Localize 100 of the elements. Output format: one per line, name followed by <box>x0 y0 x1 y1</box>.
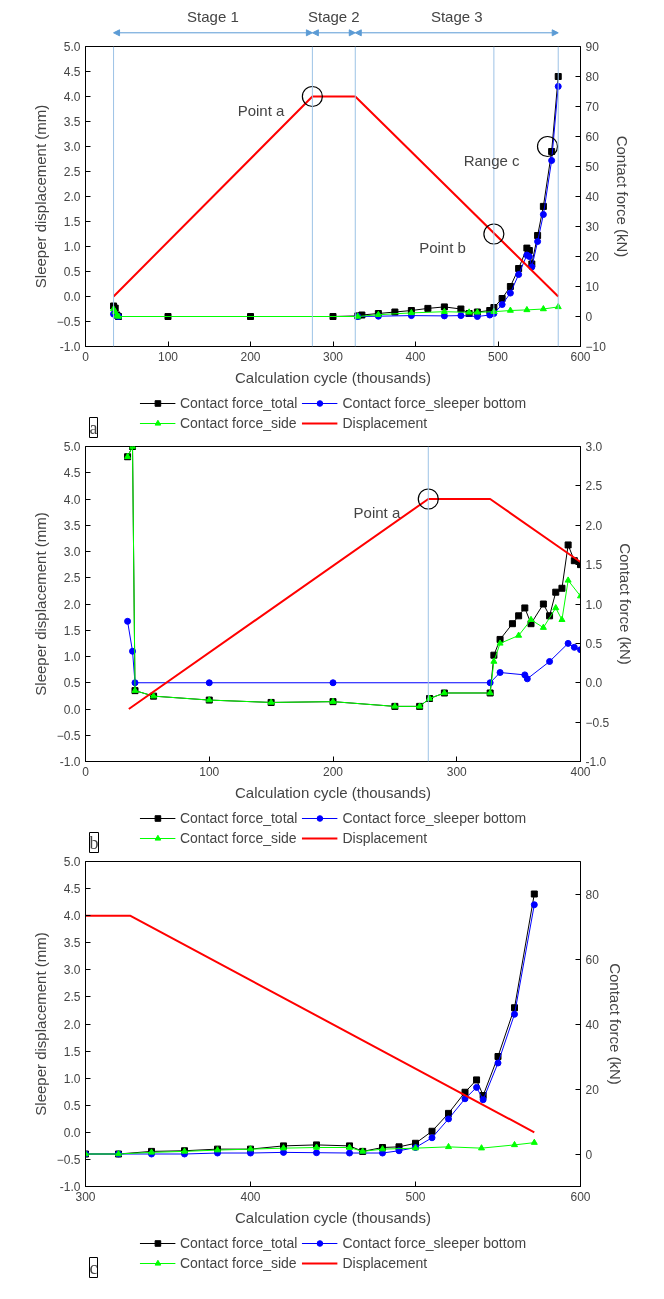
text: a <box>89 417 98 438</box>
y2-tick-label: 60 <box>585 130 600 144</box>
y-tick-label: 2.5 <box>63 165 81 179</box>
y-axis-title: Sleeper displacement (mm) <box>31 512 49 696</box>
y-tick-label: 3.5 <box>63 518 81 533</box>
x-tick-label: 300 <box>446 764 468 779</box>
text: c <box>89 1257 98 1278</box>
y-tick-label: 0.5 <box>63 676 81 691</box>
y2-tick-label: 50 <box>585 160 600 174</box>
y2-tick-label: 90 <box>585 40 600 54</box>
x-axis-title: Calculation cycle (thousands) <box>235 1208 431 1226</box>
x-axis-title: Calculation cycle (thousands) <box>235 368 431 386</box>
y-tick-label: −0.5 <box>56 1152 81 1167</box>
y2-tick-label: 0 <box>585 310 593 324</box>
y-tick-label: 4.5 <box>63 466 81 481</box>
y2-axis-title: Contact force (kN) <box>613 135 631 258</box>
y-tick-label: 4.5 <box>63 65 81 79</box>
y-tick-label: 2.0 <box>63 597 81 612</box>
y-tick-label: 0.0 <box>63 702 81 717</box>
annotation: Point a <box>353 504 401 521</box>
y2-tick-label: 20 <box>585 250 600 264</box>
text: Stage 2 <box>307 8 360 26</box>
y2-tick-label: 20 <box>585 1082 600 1097</box>
x-tick-label: 200 <box>240 349 261 364</box>
x-tick-label: 0 <box>82 764 90 779</box>
y2-tick-label: 3.0 <box>585 440 603 454</box>
y-tick-label: 3.0 <box>63 545 81 559</box>
x-tick-label: 300 <box>322 349 344 364</box>
legend-label: Contact force_total <box>179 395 298 411</box>
legend-label: Contact force_sleeper bottom <box>342 1235 527 1251</box>
legend-label: Contact force_side <box>179 830 297 846</box>
y-tick-label: 0.0 <box>63 1125 81 1140</box>
annotation: Point a <box>237 101 286 119</box>
y2-tick-label: 2.5 <box>585 479 603 494</box>
x-tick-label: 100 <box>157 349 179 364</box>
y-tick-label: 1.5 <box>63 623 81 638</box>
legend-label: Contact force_sleeper bottom <box>342 810 527 826</box>
y-tick-label: 2.0 <box>63 190 81 204</box>
y-tick-label: 2.5 <box>63 990 81 1005</box>
annotation: Point b <box>419 239 466 256</box>
x-tick-label: 400 <box>240 1189 261 1204</box>
y-tick-label: −0.5 <box>56 315 81 329</box>
y-tick-label: 3.5 <box>63 936 81 951</box>
legend-label: Displacement <box>342 1255 428 1271</box>
y2-tick-label: 80 <box>585 887 600 902</box>
y-tick-label: -1.0 <box>59 340 81 354</box>
y-tick-label: 1.0 <box>63 650 81 664</box>
y-tick-label: 5.0 <box>63 855 81 869</box>
y-tick-label: 5.0 <box>63 40 81 54</box>
legend-label: Contact force_side <box>179 415 297 431</box>
y2-tick-label: 2.0 <box>585 518 603 533</box>
x-tick-label: 400 <box>405 349 426 364</box>
y-tick-label: 1.0 <box>63 1071 81 1086</box>
y2-tick-label: 0.5 <box>585 636 603 651</box>
y-axis-title: Sleeper displacement (mm) <box>31 932 49 1116</box>
y-tick-label: 5.0 <box>63 440 81 454</box>
text: Stage 1 <box>187 8 239 26</box>
y-tick-label: 1.5 <box>63 215 81 229</box>
legend-label: Contact force_sleeper bottom <box>342 395 527 411</box>
y-tick-label: 1.0 <box>63 240 81 254</box>
y-tick-label: 4.5 <box>63 882 81 897</box>
legend-label: Contact force_total <box>179 810 298 826</box>
y-tick-label: 3.0 <box>63 140 81 154</box>
y2-tick-label: 60 <box>585 952 600 967</box>
x-tick-label: 500 <box>405 1189 426 1204</box>
y2-tick-label: 1.5 <box>585 558 603 573</box>
x-tick-label: 100 <box>199 764 220 779</box>
y-tick-label: 0.5 <box>63 1098 81 1113</box>
x-tick-label: 500 <box>487 349 509 364</box>
annotation: Range c <box>463 151 520 169</box>
x-axis-title: Calculation cycle (thousands) <box>235 783 431 801</box>
text: Stage 3 <box>430 8 483 26</box>
y2-tick-label: 80 <box>585 70 600 84</box>
y2-axis-title: Contact force (kN) <box>617 543 635 665</box>
y2-tick-label: 1.0 <box>585 597 603 612</box>
y-axis-title: Sleeper displacement (mm) <box>31 104 49 289</box>
y2-tick-label: 40 <box>585 190 600 204</box>
y-tick-label: 2.5 <box>63 571 81 586</box>
y-tick-label: −0.5 <box>56 728 81 743</box>
legend-label: Displacement <box>342 415 428 431</box>
legend-label: Contact force_side <box>179 1255 297 1271</box>
y-tick-label: -1.0 <box>59 755 81 769</box>
legend-label: Displacement <box>342 830 428 846</box>
y2-tick-label: 10 <box>585 280 600 294</box>
y-tick-label: 2.0 <box>63 1017 81 1032</box>
y2-tick-label: 70 <box>585 100 600 114</box>
y-tick-label: -1.0 <box>59 1180 81 1194</box>
y-tick-label: 4.0 <box>63 90 81 104</box>
y2-tick-label: 0.0 <box>585 676 603 691</box>
y2-tick-label: 30 <box>585 220 600 234</box>
y-tick-label: 3.5 <box>63 115 81 129</box>
y2-axis-title: Contact force (kN) <box>606 963 624 1085</box>
legend-label: Contact force_total <box>179 1235 298 1251</box>
y-tick-label: 0.0 <box>63 290 81 304</box>
y-tick-label: 3.0 <box>63 963 81 978</box>
y-tick-label: 4.0 <box>63 492 81 507</box>
x-tick-label: 600 <box>570 1189 591 1204</box>
x-tick-label: 200 <box>322 764 344 779</box>
y-tick-label: 0.5 <box>63 265 81 279</box>
x-tick-label: 0 <box>82 349 90 364</box>
